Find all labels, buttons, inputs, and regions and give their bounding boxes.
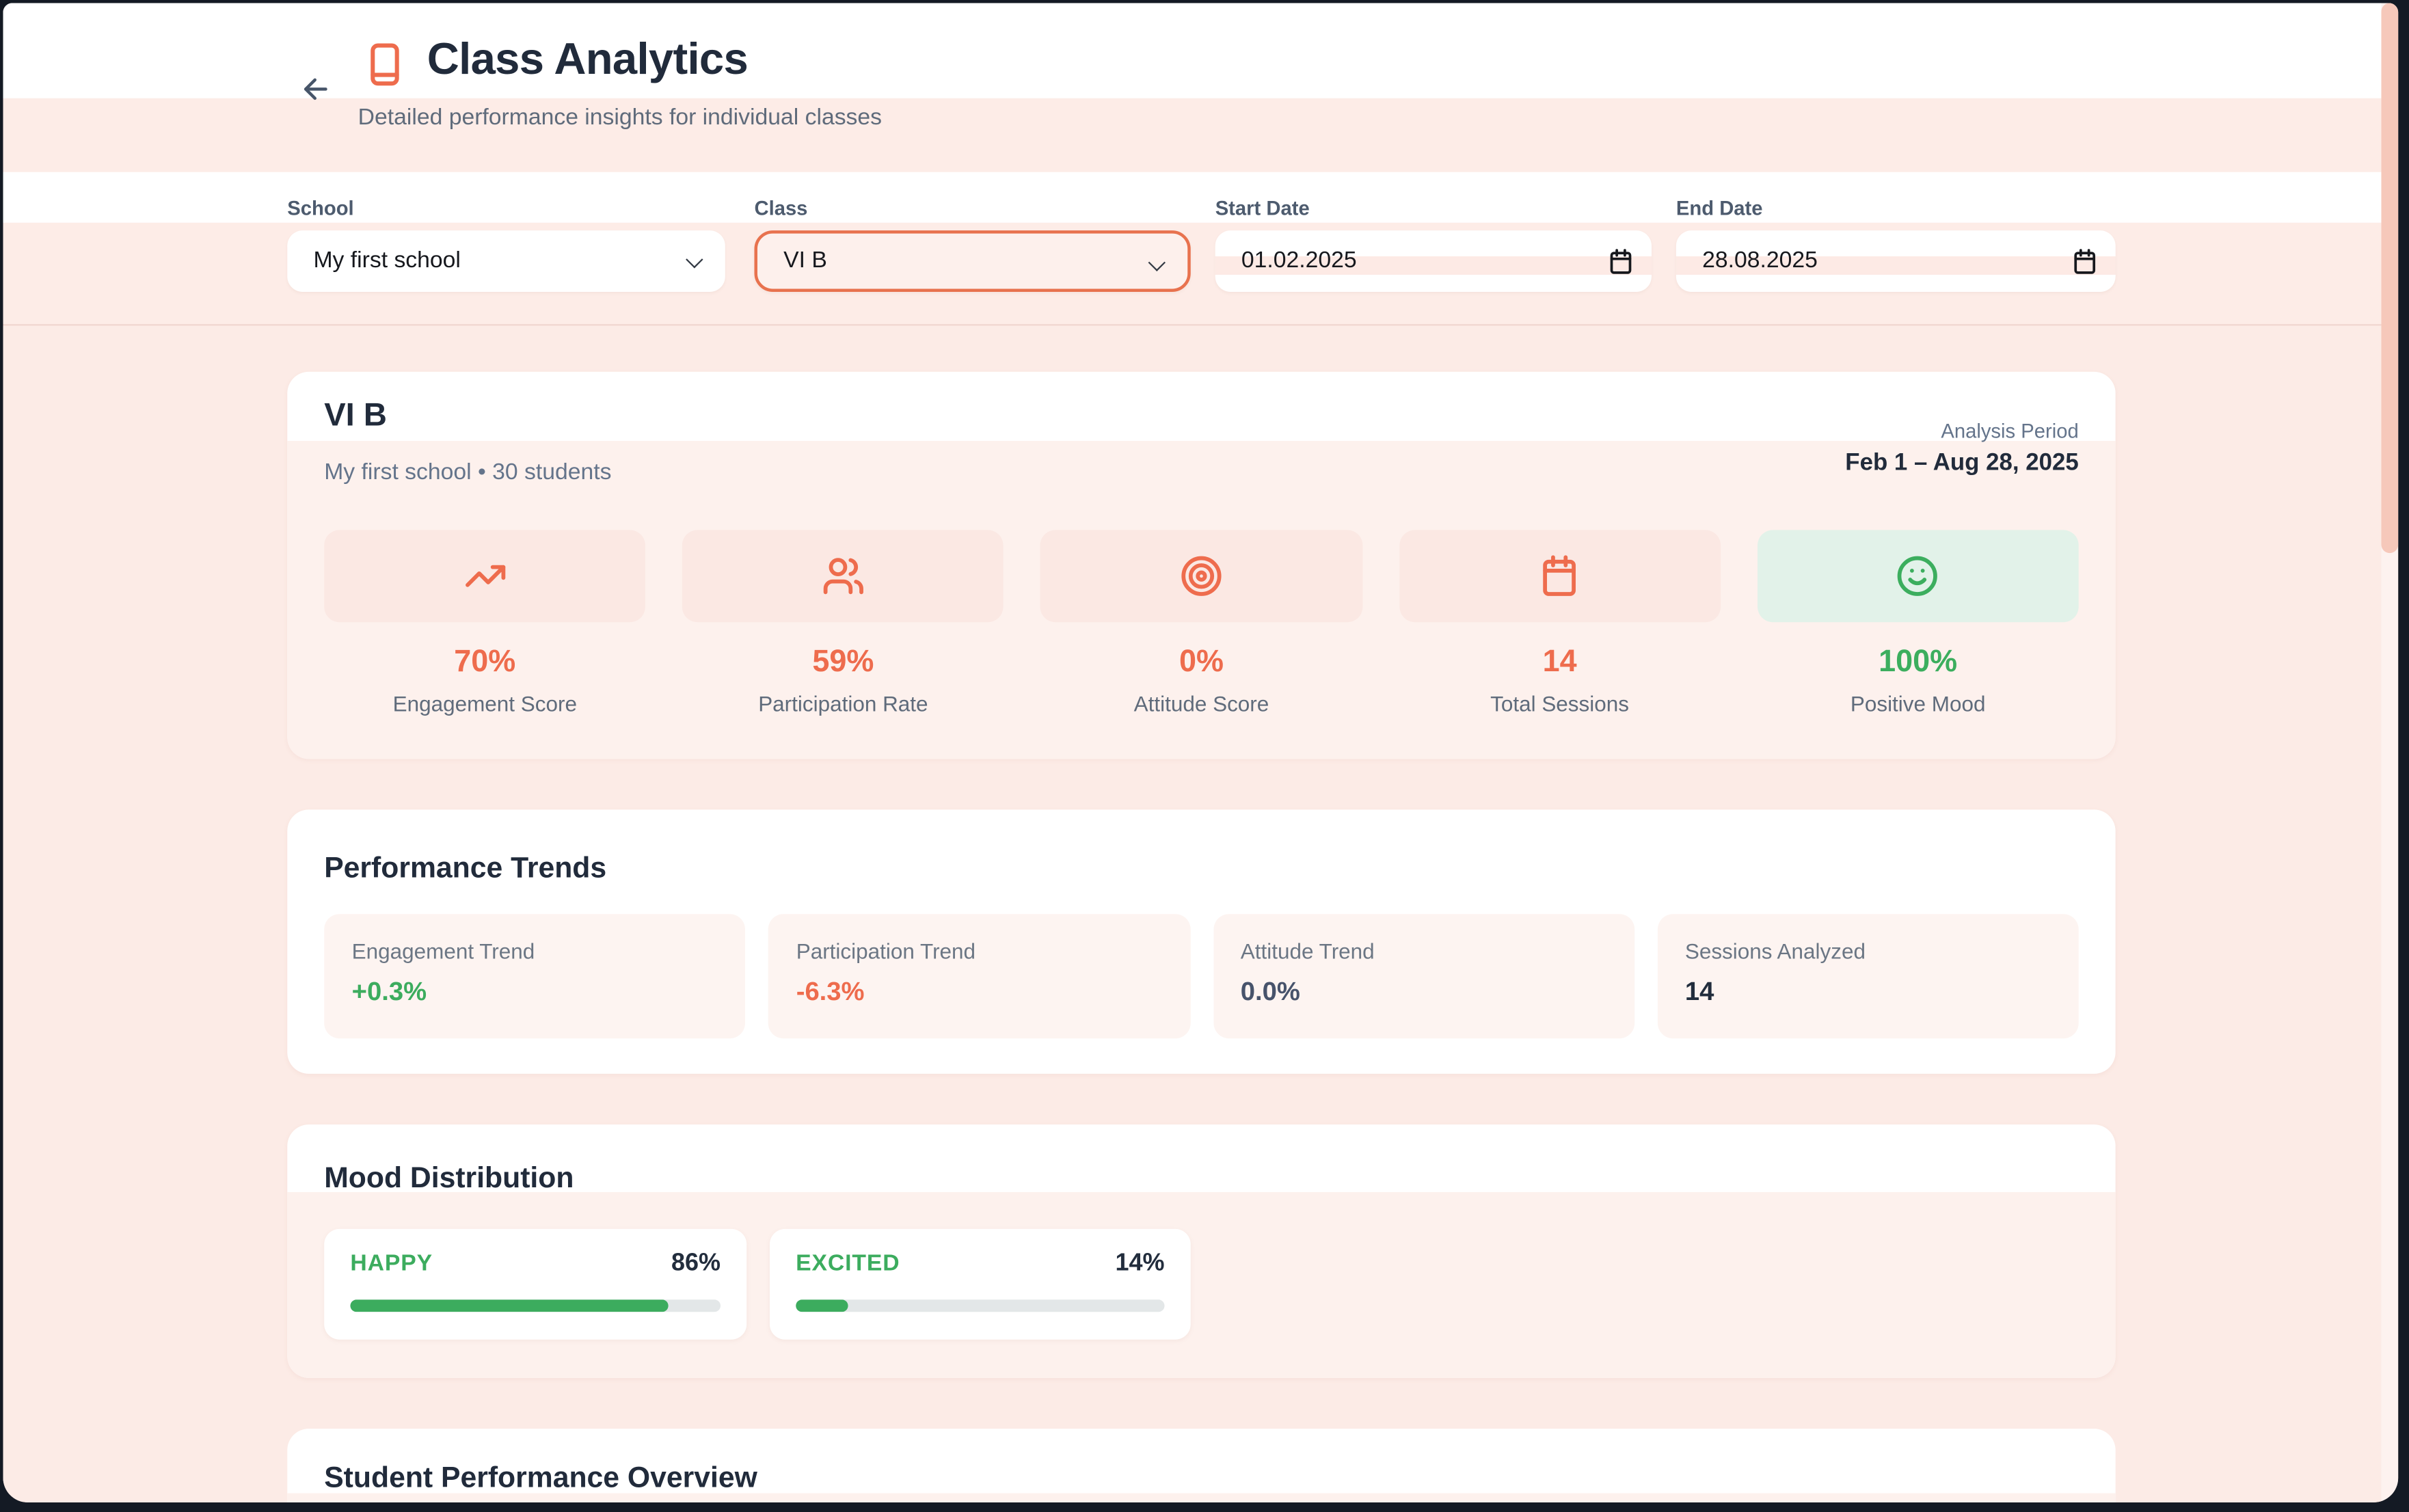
- mood-tile-happy: HAPPY 86%: [324, 1228, 747, 1340]
- stat-icon-box: [1040, 530, 1362, 623]
- stat-value: 70%: [454, 645, 516, 679]
- trend-tile-participation: Participation Trend -6.3%: [768, 914, 1190, 1039]
- student-performance-title: Student Performance Overview: [324, 1462, 757, 1495]
- analysis-period-value: Feb 1 – Aug 28, 2025: [1845, 450, 2079, 476]
- stat-icon-box: [682, 530, 1004, 623]
- school-label: School: [287, 196, 354, 220]
- class-meta: My first school • 30 students: [324, 459, 612, 486]
- stat-positive-mood: 100% Positive Mood: [1757, 530, 2079, 716]
- trend-tile-sessions: Sessions Analyzed 14: [1657, 914, 2079, 1039]
- school-select-value: My first school: [313, 247, 461, 274]
- stat-total-sessions: 14 Total Sessions: [1399, 530, 1721, 716]
- trend-value: 14: [1684, 977, 1714, 1007]
- mood-distribution-title: Mood Distribution: [324, 1163, 574, 1196]
- mood-label: HAPPY: [350, 1250, 433, 1277]
- start-date-input[interactable]: 01.02.2025: [1215, 230, 1652, 293]
- stat-value: 100%: [1879, 645, 1958, 679]
- end-date-label: End Date: [1675, 196, 1763, 220]
- calendar-icon[interactable]: [2071, 247, 2098, 275]
- trend-label: Engagement Trend: [351, 939, 535, 964]
- trend-tile-engagement: Engagement Trend +0.3%: [324, 914, 746, 1039]
- class-analytics-page: Class Analytics Detailed performance ins…: [3, 3, 2399, 1502]
- trend-label: Participation Trend: [796, 939, 976, 964]
- mood-percent: 86%: [671, 1250, 721, 1277]
- trend-label: Sessions Analyzed: [1684, 939, 1866, 964]
- smile-icon: [1896, 554, 1939, 597]
- trend-value: 0.0%: [1240, 977, 1300, 1007]
- stat-label: Participation Rate: [758, 691, 928, 716]
- calendar-icon: [1538, 554, 1581, 597]
- stat-label: Total Sessions: [1490, 691, 1630, 716]
- stats-row: 70% Engagement Score 59% Participation: [324, 530, 2079, 716]
- mood-progress-track: [796, 1299, 1165, 1312]
- page-subtitle: Detailed performance insights for indivi…: [358, 104, 883, 131]
- trend-value: -6.3%: [796, 977, 865, 1007]
- stat-value: 0%: [1179, 645, 1224, 679]
- chevron-down-icon: [686, 251, 703, 269]
- mood-progress-track: [350, 1299, 721, 1312]
- header-band: [3, 3, 2382, 98]
- stat-attitude-score: 0% Attitude Score: [1040, 530, 1362, 716]
- performance-trends-title: Performance Trends: [324, 852, 607, 885]
- book-icon: [364, 42, 406, 87]
- student-card-body: [287, 1493, 2116, 1502]
- end-date-value: 28.08.2025: [1702, 247, 1818, 274]
- users-icon: [822, 554, 865, 597]
- chevron-down-icon: [1148, 254, 1166, 272]
- trending-up-icon: [463, 554, 507, 597]
- scrollbar-track[interactable]: [2381, 3, 2399, 1502]
- mood-label: EXCITED: [796, 1250, 900, 1277]
- student-performance-card: Student Performance Overview: [287, 1429, 2116, 1502]
- scrollbar-thumb[interactable]: [2381, 3, 2399, 554]
- class-select-value: VI B: [783, 247, 827, 274]
- trend-value: +0.3%: [351, 977, 427, 1007]
- start-date-value: 01.02.2025: [1241, 247, 1357, 274]
- trend-tiles: Engagement Trend +0.3% Participation Tre…: [324, 914, 2079, 1039]
- class-label: Class: [754, 196, 808, 220]
- school-select[interactable]: My first school: [287, 230, 725, 293]
- trend-tile-attitude: Attitude Trend 0.0%: [1213, 914, 1634, 1039]
- back-button[interactable]: [297, 70, 334, 107]
- calendar-icon[interactable]: [1607, 247, 1634, 275]
- stat-value: 59%: [812, 645, 874, 679]
- mood-progress-fill: [350, 1299, 669, 1312]
- analysis-period-label: Analysis Period: [1941, 419, 2079, 443]
- performance-trends-card: Performance Trends Engagement Trend +0.3…: [287, 809, 2116, 1074]
- class-summary-card: VI B My first school • 30 students Analy…: [287, 371, 2116, 759]
- stat-icon-box: [1757, 530, 2079, 623]
- stat-label: Positive Mood: [1850, 691, 1986, 716]
- stat-icon-box: [1399, 530, 1721, 623]
- target-icon: [1180, 554, 1223, 597]
- stat-label: Engagement Score: [392, 691, 577, 716]
- stat-value: 14: [1542, 645, 1577, 679]
- mood-progress-fill: [796, 1299, 848, 1312]
- stat-icon-box: [324, 530, 646, 623]
- stat-engagement-score: 70% Engagement Score: [324, 530, 646, 716]
- class-name: VI B: [324, 398, 387, 433]
- page-title: Class Analytics: [427, 35, 749, 85]
- arrow-left-icon: [297, 70, 334, 107]
- stat-label: Attitude Score: [1133, 691, 1269, 716]
- stat-participation-rate: 59% Participation Rate: [682, 530, 1004, 716]
- mood-distribution-card: Mood Distribution HAPPY 86% EXCITED 14%: [287, 1124, 2116, 1378]
- subtitle-band: [3, 98, 2382, 172]
- start-date-label: Start Date: [1215, 196, 1310, 220]
- class-select[interactable]: VI B: [754, 230, 1191, 293]
- filter-labels-band: [3, 172, 2382, 223]
- mood-percent: 14%: [1115, 1250, 1165, 1277]
- mood-tile-excited: EXCITED 14%: [769, 1228, 1191, 1340]
- end-date-input[interactable]: 28.08.2025: [1675, 230, 2116, 293]
- trend-label: Attitude Trend: [1240, 939, 1375, 964]
